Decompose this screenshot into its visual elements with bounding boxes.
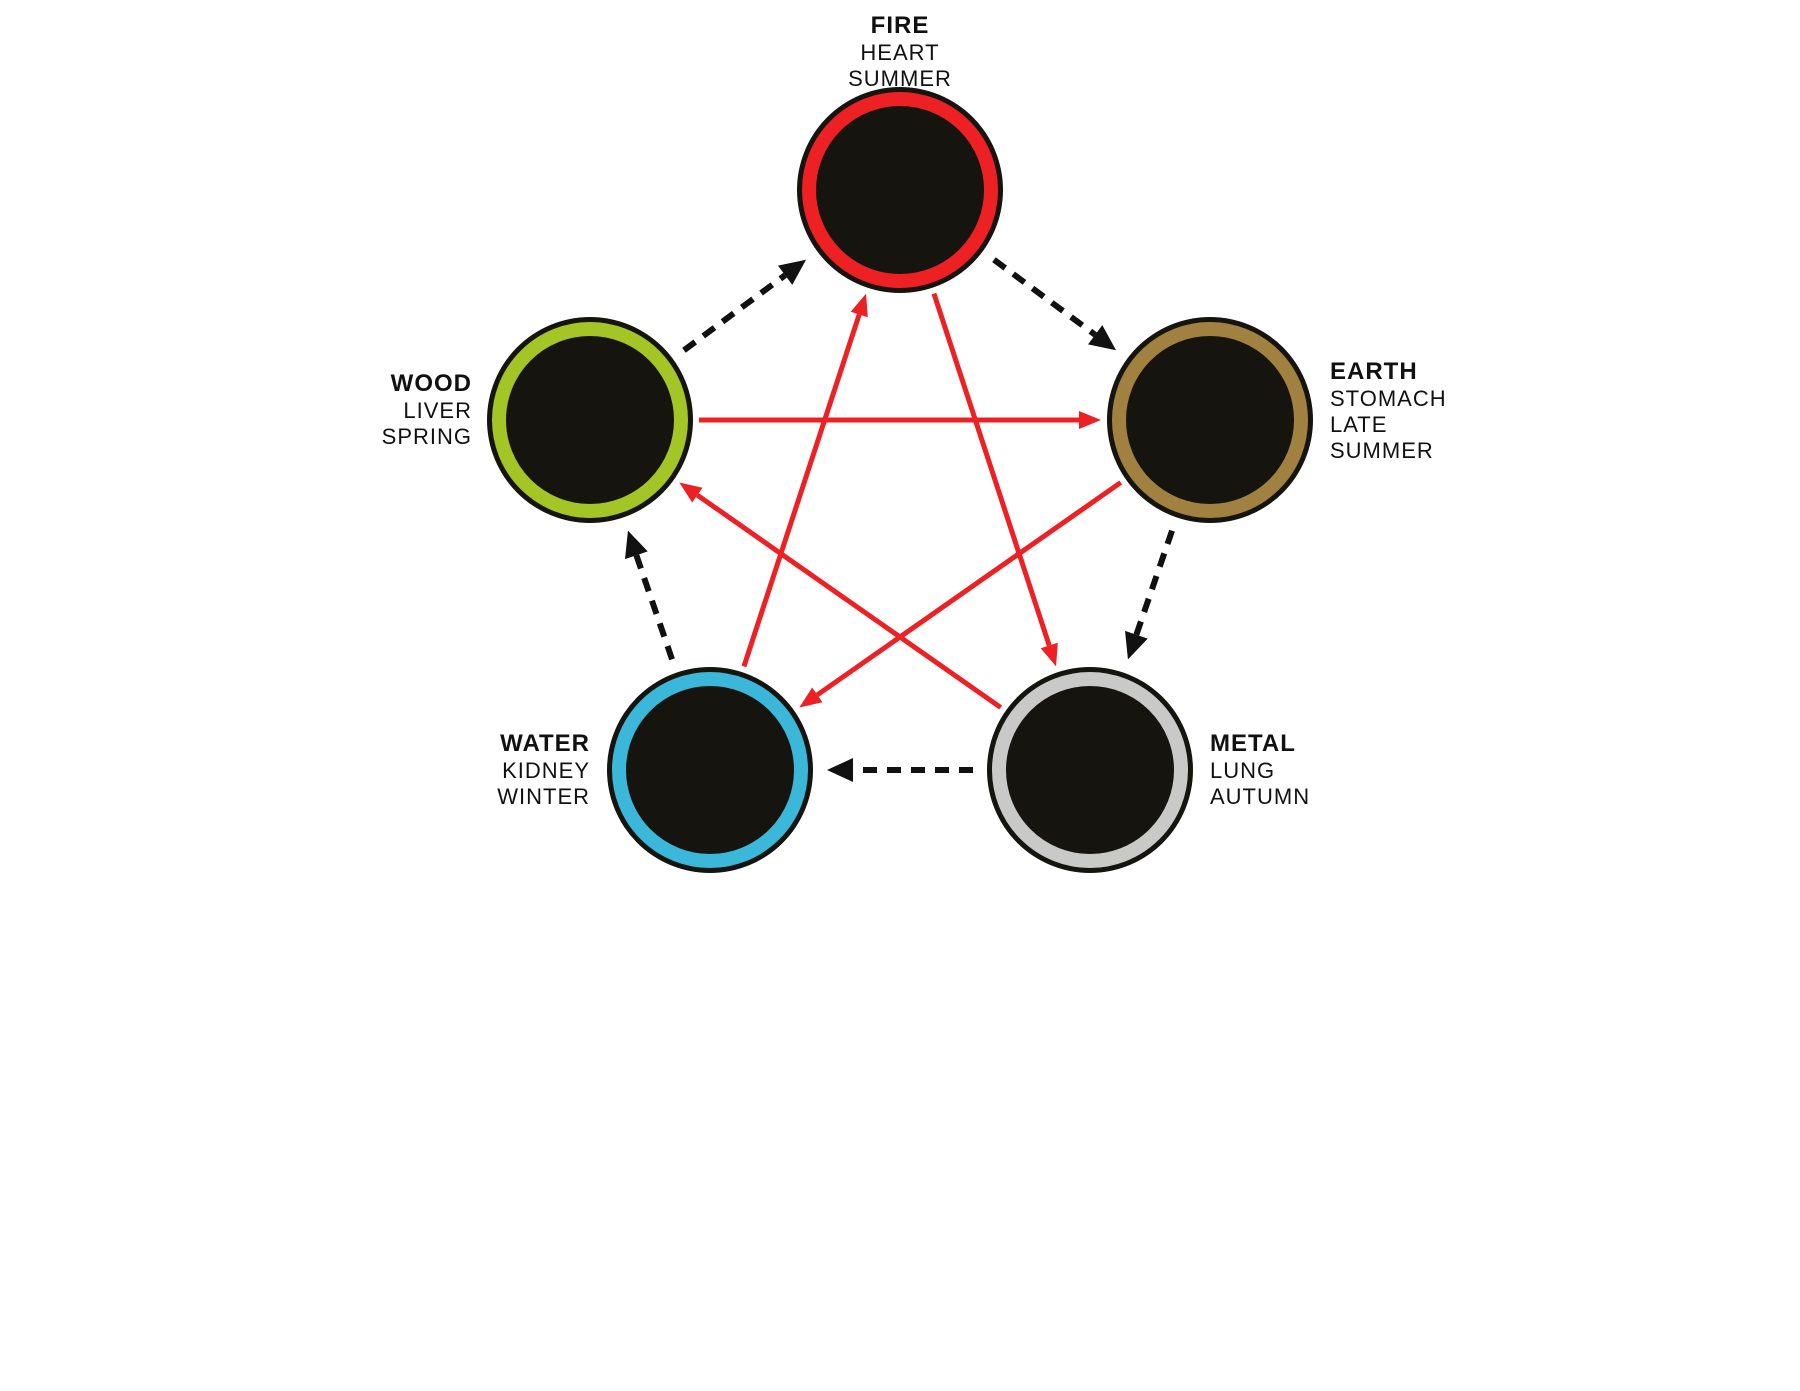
metal-sub-0: LUNG xyxy=(1210,758,1310,784)
water-node xyxy=(607,667,813,873)
wood-sub-0: LIVER xyxy=(382,398,472,424)
wood-title: WOOD xyxy=(382,370,472,398)
metal-node xyxy=(987,667,1193,873)
metal-label: METALLUNGAUTUMN xyxy=(1210,730,1310,810)
earth-node xyxy=(1107,317,1313,523)
earth-sub-1: LATE xyxy=(1330,412,1447,438)
earth-sub-0: STOMACH xyxy=(1330,386,1447,412)
diagram-svg xyxy=(300,0,1500,927)
five-elements-diagram: FIREHEARTSUMMEREARTHSTOMACHLATESUMMERMET… xyxy=(300,0,1500,927)
wood-sub-1: SPRING xyxy=(382,424,472,450)
wood-node xyxy=(487,317,693,523)
water-title: WATER xyxy=(497,730,590,758)
water-label: WATERKIDNEYWINTER xyxy=(497,730,590,810)
fire-label: FIREHEARTSUMMER xyxy=(750,12,1050,92)
fire-sub-1: SUMMER xyxy=(750,66,1050,92)
metal-sub-1: AUTUMN xyxy=(1210,784,1310,810)
fire-title: FIRE xyxy=(750,12,1050,40)
earth-title: EARTH xyxy=(1330,358,1447,386)
earth-sub-2: SUMMER xyxy=(1330,438,1447,464)
wood-label: WOODLIVERSPRING xyxy=(382,370,472,450)
metal-title: METAL xyxy=(1210,730,1310,758)
fire-sub-0: HEART xyxy=(750,40,1050,66)
water-sub-1: WINTER xyxy=(497,784,590,810)
earth-label: EARTHSTOMACHLATESUMMER xyxy=(1330,358,1447,465)
water-sub-0: KIDNEY xyxy=(497,758,590,784)
fire-node xyxy=(797,87,1003,293)
